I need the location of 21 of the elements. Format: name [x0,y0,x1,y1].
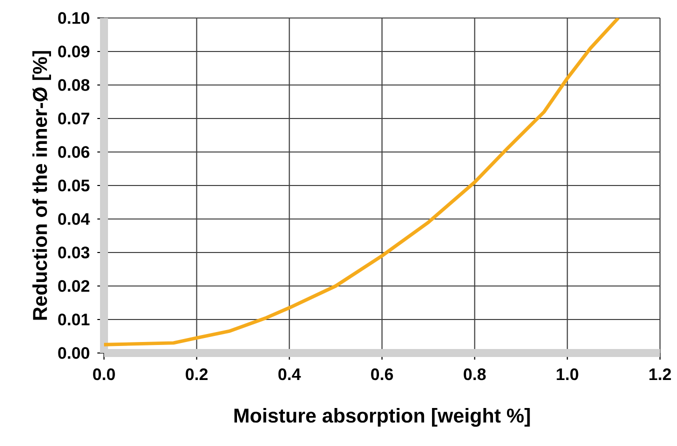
y-tick-label: 0.00 [58,347,90,359]
x-tick-label: 0.2 [186,368,208,380]
line-series [104,18,620,346]
y-tick-label: 0.09 [58,46,90,58]
x-tick-label: 0.0 [93,368,115,380]
x-axis-title: Moisture absorption [weight %] [234,408,530,427]
y-tick-label: 0.02 [58,280,90,292]
y-tick-label: 0.01 [58,314,90,326]
y-tick-label: 0.04 [58,213,90,225]
y-axis-title: Reduction of the inner-Ø [%] [32,51,52,320]
x-tick-label: 1.2 [649,368,671,380]
x-tick-label: 0.8 [464,368,486,380]
y-tick-label: 0.06 [58,146,90,158]
y-tick-label: 0.05 [58,180,90,192]
y-tick-label: 0.10 [58,12,90,24]
y-tick-label: 0.07 [58,112,90,124]
y-tick-label: 0.03 [58,246,90,258]
x-tick-label: 1.0 [556,368,578,380]
y-tick-label: 0.08 [58,79,90,91]
x-tick-label: 0.6 [371,368,393,380]
x-tick-label: 0.4 [278,368,301,380]
